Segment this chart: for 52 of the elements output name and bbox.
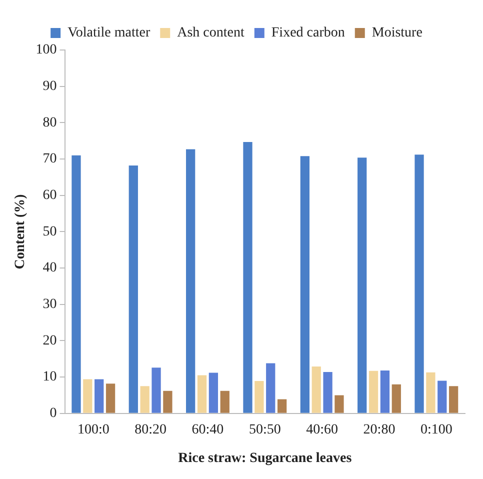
bar — [300, 156, 310, 413]
bar — [140, 386, 150, 413]
x-tick-label: 40:60 — [306, 422, 338, 438]
bar — [358, 158, 367, 413]
bar — [208, 372, 218, 413]
y-tick-label: 60 — [42, 188, 57, 204]
bar — [152, 368, 161, 413]
x-tick-label: 60:40 — [192, 422, 224, 438]
legend-label: Fixed carbon — [271, 26, 345, 41]
bar — [186, 149, 196, 413]
bar — [448, 386, 458, 413]
y-axis-title: Content (%) — [13, 194, 28, 270]
bar — [266, 363, 276, 413]
bar — [72, 155, 81, 413]
x-tick-label: 0:100 — [420, 422, 452, 438]
bar — [83, 379, 92, 413]
bar — [94, 379, 104, 413]
y-tick-label: 50 — [42, 224, 57, 240]
bar — [106, 384, 116, 413]
y-tick-label: 30 — [42, 297, 57, 312]
bar — [323, 372, 332, 413]
y-tick-label: 40 — [42, 260, 57, 276]
x-tick-label: 100:0 — [77, 422, 110, 438]
y-tick-label: 80 — [42, 115, 57, 130]
bar — [414, 154, 424, 413]
x-tick-label: 80:20 — [134, 422, 166, 438]
y-tick-label: 70 — [42, 152, 57, 167]
legend-label: Ash content — [177, 26, 245, 41]
y-tick-label: 0 — [50, 406, 57, 422]
x-tick-label: 50:50 — [248, 422, 281, 438]
bar — [243, 142, 252, 413]
bar — [220, 390, 230, 413]
y-tick-label: 100 — [36, 42, 57, 58]
bar — [392, 384, 401, 413]
bar — [254, 381, 264, 413]
bar — [368, 370, 378, 413]
bar — [277, 399, 287, 413]
y-tick-label: 20 — [42, 333, 57, 348]
bar — [197, 375, 207, 413]
x-axis-title: Rice straw: Sugarcane leaves — [178, 451, 352, 466]
bar — [334, 395, 344, 413]
bar — [163, 390, 172, 413]
legend-label: Moisture — [372, 26, 422, 41]
legend-label: Volatile matter — [68, 26, 150, 41]
bar — [438, 380, 447, 413]
x-tick-label: 20:80 — [363, 422, 396, 438]
bar — [380, 370, 390, 413]
y-tick-label: 10 — [42, 370, 57, 385]
bar — [128, 166, 138, 413]
y-tick-label: 90 — [42, 79, 57, 94]
bar — [426, 372, 436, 413]
bar — [312, 366, 321, 413]
